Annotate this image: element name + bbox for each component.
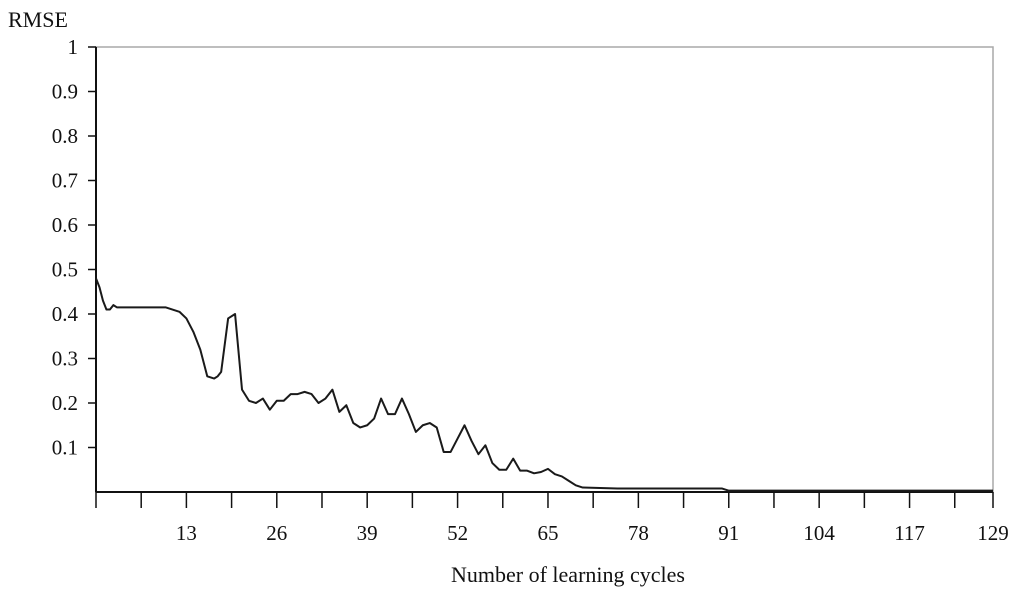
- y-tick-label: 0.4: [52, 302, 79, 326]
- x-tick-label: 65: [537, 521, 558, 545]
- y-tick-label: 0.6: [52, 213, 78, 237]
- y-tick-label: 0.8: [52, 124, 78, 148]
- x-axis-title: Number of learning cycles: [451, 562, 685, 587]
- x-tick-label: 52: [447, 521, 468, 545]
- y-axis-title: RMSE: [8, 7, 68, 32]
- plot-frame: [95, 46, 994, 493]
- x-axis-ticks: 13 26 39 52 65 78 91 104 117 129: [95, 492, 1009, 545]
- x-tick-label: 13: [176, 521, 197, 545]
- x-tick-label: 129: [977, 521, 1009, 545]
- y-tick-label: 0.5: [52, 258, 78, 282]
- x-tick-label: 91: [718, 521, 739, 545]
- y-tick-label: 0.2: [52, 391, 78, 415]
- x-tick-label: 39: [357, 521, 378, 545]
- rmse-series-line: [95, 278, 993, 492]
- x-tick-label: 78: [628, 521, 649, 545]
- y-axis-ticks: 0.1 0.2 0.3 0.4 0.5 0.6 0.7 0.8 0.9 1: [52, 35, 96, 460]
- y-tick-label: 1: [68, 35, 79, 59]
- y-tick-label: 0.7: [52, 169, 78, 193]
- x-tick-label: 104: [803, 521, 835, 545]
- x-tick-label: 26: [266, 521, 287, 545]
- y-tick-label: 0.9: [52, 80, 78, 104]
- y-tick-label: 0.3: [52, 347, 78, 371]
- y-tick-label: 0.1: [52, 436, 78, 460]
- x-tick-label: 117: [894, 521, 925, 545]
